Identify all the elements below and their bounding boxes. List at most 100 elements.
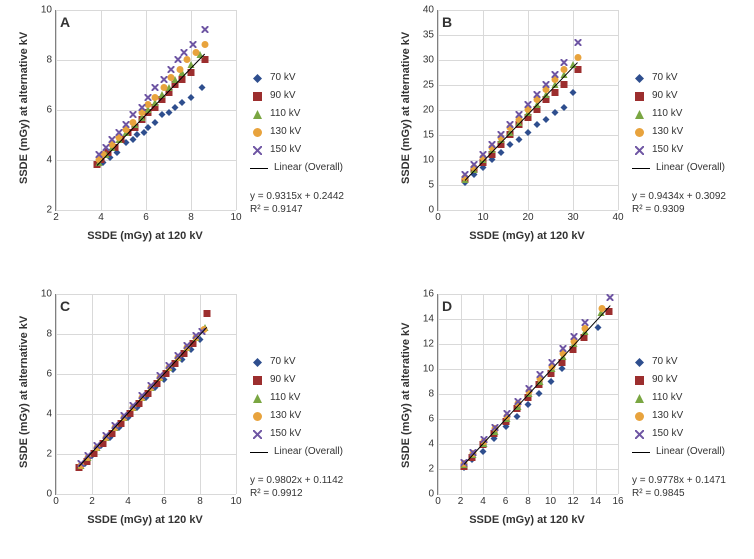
- data-point: [201, 39, 208, 51]
- legend-marker-icon: [250, 71, 264, 85]
- x-tick-label: 10: [230, 494, 241, 507]
- legend-label: 110 kV: [270, 390, 300, 406]
- x-tick-label: 14: [590, 494, 601, 507]
- x-tick-label: 4: [98, 210, 104, 223]
- y-tick-label: 12: [423, 339, 438, 350]
- x-tick-label: 20: [522, 210, 533, 223]
- legend-item: 150 kV: [632, 142, 725, 158]
- x-tick-label: 16: [612, 494, 623, 507]
- legend-label: Linear (Overall): [274, 160, 343, 176]
- legend: 70 kV 90 kV 110 kV 130 kV 150 kV Linear (Over…: [250, 70, 343, 178]
- legend-line-icon: [632, 452, 650, 453]
- y-tick-label: 25: [423, 80, 438, 91]
- legend-marker-icon: [250, 125, 264, 139]
- data-point: [165, 107, 172, 119]
- x-tick-label: 2: [89, 494, 95, 507]
- legend-line-icon: [250, 168, 268, 169]
- legend-label: 110 kV: [270, 106, 300, 122]
- legend-marker-icon: [250, 143, 264, 157]
- y-tick-label: 10: [423, 155, 438, 166]
- legend-marker-icon: [632, 355, 646, 369]
- y-tick-label: 6: [46, 105, 56, 116]
- data-point: [204, 308, 211, 320]
- x-tick-label: 2: [53, 210, 59, 223]
- legend-item: 130 kV: [250, 408, 343, 424]
- x-tick-label: 8: [188, 210, 194, 223]
- x-tick-label: 8: [525, 494, 531, 507]
- data-point: [534, 119, 541, 131]
- legend-label: 90 kV: [652, 372, 678, 388]
- gridline: [528, 10, 529, 210]
- gridline: [551, 294, 552, 494]
- x-tick-label: 12: [567, 494, 578, 507]
- legend-item: 110 kV: [632, 106, 725, 122]
- y-tick-label: 14: [423, 314, 438, 325]
- legend-label: 150 kV: [652, 142, 683, 158]
- data-point: [201, 24, 208, 36]
- legend-item: 70 kV: [250, 70, 343, 86]
- regression-line: [464, 305, 611, 465]
- y-tick-label: 16: [423, 289, 438, 300]
- panel-c: 02468100246810 C SSDE (mGy) at alternati…: [0, 284, 372, 559]
- legend-label: 130 kV: [270, 124, 301, 140]
- gridline: [573, 10, 574, 210]
- y-tick-label: 8: [46, 55, 56, 66]
- data-point: [134, 129, 141, 141]
- legend-label: Linear (Overall): [274, 444, 343, 460]
- legend-marker-icon: [632, 409, 646, 423]
- x-tick-label: 30: [567, 210, 578, 223]
- x-tick-label: 0: [53, 494, 59, 507]
- legend-item: 90 kV: [250, 88, 343, 104]
- gridline: [483, 10, 484, 210]
- panel-letter: C: [60, 298, 70, 314]
- data-point: [552, 69, 559, 81]
- plot-area: 02468100246810: [55, 294, 236, 495]
- r-squared-text: R² = 0.9845: [632, 487, 726, 500]
- legend-marker-icon: [632, 427, 646, 441]
- legend-marker-icon: [632, 391, 646, 405]
- gridline: [200, 294, 201, 494]
- legend-marker-icon: [250, 427, 264, 441]
- legend-label: 130 kV: [270, 408, 301, 424]
- legend-item: 150 kV: [250, 426, 343, 442]
- legend-label: 150 kV: [270, 142, 301, 158]
- legend-marker-icon: [250, 373, 264, 387]
- legend-item: 70 kV: [250, 354, 343, 370]
- gridline: [618, 294, 619, 494]
- equation-block: y = 0.9434x + 0.3092 R² = 0.9309: [632, 190, 726, 216]
- equation-text: y = 0.9802x + 0.1142: [250, 474, 343, 487]
- gridline: [56, 10, 57, 210]
- legend-item: Linear (Overall): [250, 444, 343, 460]
- r-squared-text: R² = 0.9912: [250, 487, 343, 500]
- legend-item: Linear (Overall): [632, 160, 725, 176]
- gridline: [236, 10, 237, 210]
- data-point: [167, 64, 174, 76]
- legend-label: 130 kV: [652, 408, 683, 424]
- gridline: [191, 10, 192, 210]
- panel-letter: A: [60, 14, 70, 30]
- x-axis-label: SSDE (mGy) at 120 kV: [437, 514, 617, 526]
- legend-label: Linear (Overall): [656, 444, 725, 460]
- legend-line-icon: [250, 452, 268, 453]
- y-tick-label: 4: [46, 155, 56, 166]
- data-point: [192, 47, 199, 59]
- equation-block: y = 0.9802x + 0.1142 R² = 0.9912: [250, 474, 343, 500]
- legend: 70 kV90 kV110 kV130 kV150 kVLinear (Over…: [632, 70, 725, 178]
- plot-area: 246810246810: [55, 10, 236, 211]
- y-tick-label: 8: [46, 329, 56, 340]
- gridline: [573, 294, 574, 494]
- data-point: [179, 97, 186, 109]
- legend-item: 130 kV: [250, 124, 343, 140]
- data-point: [552, 107, 559, 119]
- regression-line: [79, 327, 208, 467]
- legend-marker-icon: [250, 89, 264, 103]
- x-tick-label: 2: [458, 494, 464, 507]
- data-point: [172, 102, 179, 114]
- legend-item: 90 kV: [632, 88, 725, 104]
- equation-block: y = 0.9778x + 0.1471 R² = 0.9845: [632, 474, 726, 500]
- equation-text: y = 0.9434x + 0.3092: [632, 190, 726, 203]
- legend: 70 kV90 kV110 kV130 kV150 kVLinear (Over…: [250, 354, 343, 462]
- x-tick-label: 40: [612, 210, 623, 223]
- gridline: [438, 294, 439, 494]
- data-point: [176, 64, 183, 76]
